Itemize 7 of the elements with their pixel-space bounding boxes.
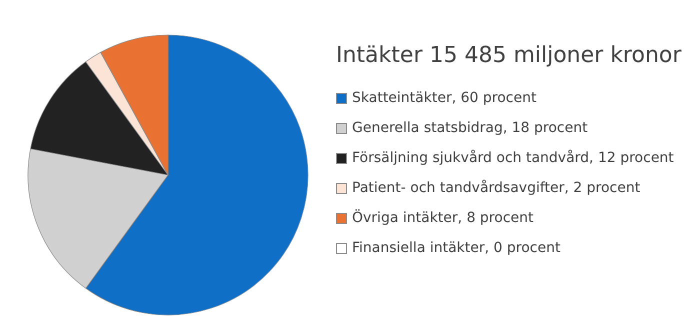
legend-label: Försäljning sjukvård och tandvård, 12 procent <box>352 150 674 166</box>
legend-label: Övriga intäkter, 8 procent <box>352 210 534 226</box>
legend-label: Skatteintäkter, 60 procent <box>352 90 536 106</box>
legend-label: Generella statsbidrag, 18 procent <box>352 120 588 136</box>
legend-label: Patient- och tandvårdsavgifter, 2 procent <box>352 180 640 196</box>
chart-title: Intäkter 15 485 miljoner kronor <box>336 43 682 68</box>
legend-label: Finansiella intäkter, 0 procent <box>352 240 560 256</box>
